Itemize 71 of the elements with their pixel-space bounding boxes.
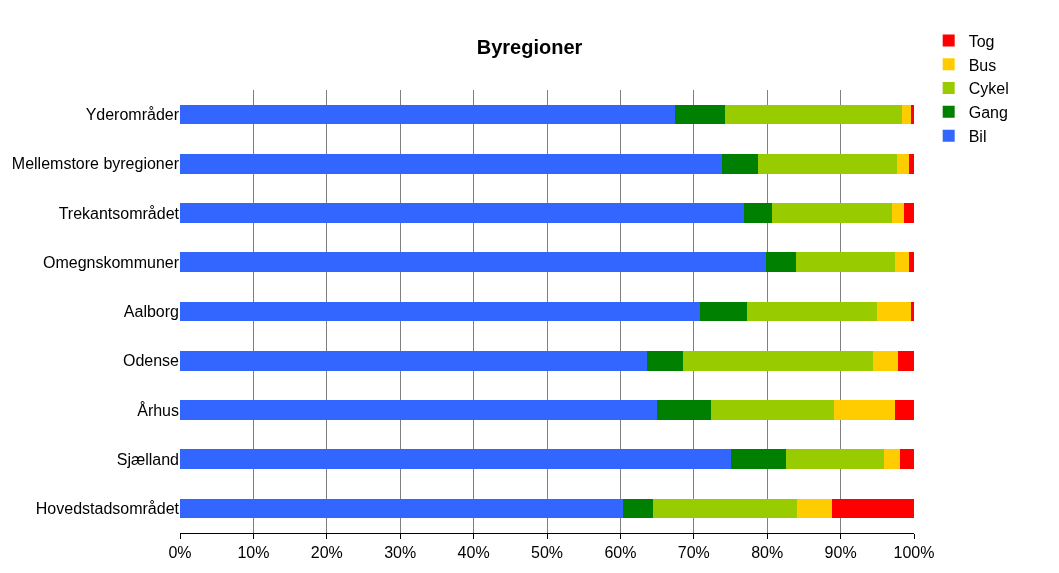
x-tick-label: 50% <box>530 544 564 562</box>
x-tick-label: 0% <box>168 544 192 562</box>
y-tick-label: Omegnskommuner <box>42 253 180 271</box>
bar <box>911 301 914 322</box>
bar <box>894 252 909 273</box>
bar <box>766 252 796 273</box>
bar <box>180 400 658 420</box>
x-tick-label: 20% <box>310 544 343 562</box>
bar <box>900 449 914 470</box>
bar <box>795 252 895 273</box>
bar <box>908 153 914 174</box>
bar <box>747 301 878 322</box>
y-tick-label: Aalborg <box>123 303 179 321</box>
bar <box>908 252 914 273</box>
bar <box>833 400 895 420</box>
bar <box>657 400 711 420</box>
bar <box>897 153 909 174</box>
bar <box>180 252 767 273</box>
bar <box>897 350 914 371</box>
bar <box>180 449 732 470</box>
bar <box>699 301 748 322</box>
x-tick-label: 40% <box>457 544 490 562</box>
x-tick-label: 10% <box>237 544 270 562</box>
bar <box>771 203 892 223</box>
bar <box>710 400 834 420</box>
bar <box>911 104 914 125</box>
bar <box>883 449 901 470</box>
y-tick-label: Trekantsområdet <box>58 204 180 222</box>
bar <box>877 301 912 322</box>
legend-label: Gang <box>968 104 1008 122</box>
bar <box>180 301 700 322</box>
legend-label: Tog <box>968 32 995 50</box>
bar <box>901 104 912 125</box>
bar <box>180 153 723 174</box>
bar <box>653 498 797 519</box>
x-tick-label: 80% <box>751 544 784 562</box>
bar <box>725 104 902 125</box>
y-tick-label: Sjælland <box>116 450 179 468</box>
bar <box>731 449 786 470</box>
bar <box>674 104 726 125</box>
y-tick-label: Mellemstore byregioner <box>11 155 180 173</box>
bar <box>744 203 772 223</box>
x-tick-label: 60% <box>604 544 637 562</box>
bar <box>180 350 647 371</box>
bar <box>758 153 898 174</box>
bar <box>894 400 914 420</box>
bar <box>180 203 745 223</box>
bar <box>831 498 914 519</box>
bar <box>891 203 904 223</box>
x-tick-label: 30% <box>384 544 417 562</box>
bar <box>872 350 898 371</box>
bar <box>903 203 914 223</box>
legend-label: Bus <box>968 56 997 74</box>
y-tick-label: Hovedstadsområdet <box>35 499 180 517</box>
chart-title: Byregioner <box>476 36 583 59</box>
bar <box>682 350 873 371</box>
bar <box>623 498 654 519</box>
y-tick-label: Odense <box>122 352 180 370</box>
bar <box>180 498 624 519</box>
bar <box>646 350 683 371</box>
x-tick-label: 100% <box>893 544 935 562</box>
bar <box>180 104 675 125</box>
bar <box>785 449 884 470</box>
y-tick-label: Århus <box>137 400 179 419</box>
x-tick-label: 70% <box>677 544 710 562</box>
legend-label: Cykel <box>968 80 1009 98</box>
bar <box>796 498 832 519</box>
legend-label: Bil <box>968 127 987 145</box>
bar <box>722 153 759 174</box>
y-tick-label: Yderområder <box>85 106 180 124</box>
x-tick-label: 90% <box>824 544 857 562</box>
